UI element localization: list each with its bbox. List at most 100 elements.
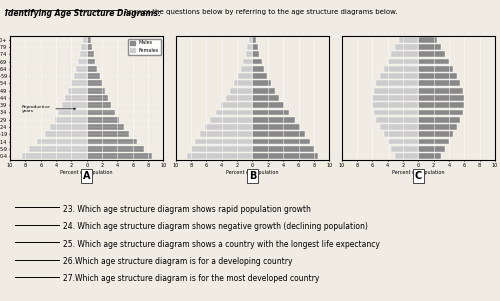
Bar <box>54 117 86 123</box>
Bar <box>195 139 252 144</box>
Bar <box>418 73 457 79</box>
Bar <box>86 153 152 159</box>
Bar <box>380 124 418 130</box>
Bar <box>86 95 108 101</box>
Bar <box>252 110 290 115</box>
Bar <box>418 139 449 144</box>
Bar <box>374 110 418 115</box>
Bar <box>200 131 252 137</box>
Bar <box>252 88 275 94</box>
Text: 27.Which age structure diagram is for the most developed country: 27.Which age structure diagram is for th… <box>64 274 320 283</box>
Bar <box>418 51 445 57</box>
Bar <box>418 146 445 152</box>
Bar <box>205 124 252 130</box>
Bar <box>246 51 252 57</box>
Bar <box>86 110 115 115</box>
Bar <box>384 131 418 137</box>
Bar <box>418 44 442 50</box>
Bar <box>86 139 136 144</box>
Bar <box>418 124 457 130</box>
Bar <box>76 66 86 72</box>
Bar <box>418 80 461 86</box>
Bar <box>252 139 310 144</box>
Bar <box>247 44 252 50</box>
Bar <box>252 146 314 152</box>
Bar <box>234 80 252 86</box>
Bar <box>238 73 252 79</box>
Bar <box>230 88 252 94</box>
Bar <box>376 117 418 123</box>
Text: 26.Which age structure diagram is for a developing country: 26.Which age structure diagram is for a … <box>64 257 293 266</box>
Bar <box>83 37 86 43</box>
Bar <box>384 66 418 72</box>
Bar <box>248 37 252 43</box>
Bar <box>392 51 418 57</box>
Bar <box>252 95 280 101</box>
Bar <box>86 88 105 94</box>
Bar <box>388 139 418 144</box>
Bar <box>399 37 418 43</box>
Bar <box>392 146 418 152</box>
Bar <box>374 88 418 94</box>
Text: C: C <box>414 171 422 181</box>
Bar <box>418 59 449 64</box>
Bar <box>191 146 252 152</box>
Bar <box>221 102 252 108</box>
Bar <box>86 73 100 79</box>
Bar <box>86 37 90 43</box>
X-axis label: Percent of population: Percent of population <box>392 170 444 175</box>
Bar <box>372 102 418 108</box>
Bar <box>62 102 86 108</box>
Bar <box>22 153 86 159</box>
Bar <box>86 131 129 137</box>
Legend: Males, Females: Males, Females <box>128 39 161 55</box>
Bar <box>29 146 86 152</box>
Bar <box>72 80 86 86</box>
Bar <box>58 110 86 115</box>
Text: A: A <box>83 171 90 181</box>
Bar <box>388 59 418 64</box>
Bar <box>86 124 124 130</box>
Bar <box>216 110 252 115</box>
Bar <box>86 66 98 72</box>
Bar <box>44 131 86 137</box>
Text: Answer the questions below by referring to the age structure diagrams below.: Answer the questions below by referring … <box>122 9 398 15</box>
Bar <box>252 37 256 43</box>
Bar <box>78 59 86 64</box>
Bar <box>252 44 258 50</box>
Bar <box>210 117 252 123</box>
Bar <box>418 95 465 101</box>
Text: B: B <box>249 171 256 181</box>
Bar <box>50 124 86 130</box>
Bar <box>418 117 461 123</box>
Bar <box>86 80 102 86</box>
Bar <box>418 102 465 108</box>
Bar <box>418 88 463 94</box>
Bar <box>37 139 86 144</box>
Bar <box>252 73 267 79</box>
Bar <box>86 117 119 123</box>
Bar <box>226 95 252 101</box>
Bar <box>252 117 294 123</box>
Bar <box>252 102 284 108</box>
Bar <box>86 59 95 64</box>
Bar <box>86 146 144 152</box>
Bar <box>74 73 86 79</box>
Bar <box>252 59 262 64</box>
Bar <box>86 102 112 108</box>
Bar <box>252 51 260 57</box>
Text: Reproductive
years: Reproductive years <box>22 104 76 113</box>
Bar <box>86 44 92 50</box>
Bar <box>252 80 271 86</box>
Text: 24. Which age structure diagram shows negative growth (declining population): 24. Which age structure diagram shows ne… <box>64 222 368 231</box>
Bar <box>418 110 463 115</box>
Bar <box>252 66 264 72</box>
Bar <box>80 51 86 57</box>
X-axis label: Percent of population: Percent of population <box>226 170 279 175</box>
Bar <box>380 73 418 79</box>
Text: 23. Which age structure diagram shows rapid population growth: 23. Which age structure diagram shows ra… <box>64 205 311 214</box>
Bar <box>241 66 252 72</box>
Text: Identifying Age Structure Diagrams:: Identifying Age Structure Diagrams: <box>5 9 161 18</box>
Bar <box>376 80 418 86</box>
Bar <box>418 66 453 72</box>
